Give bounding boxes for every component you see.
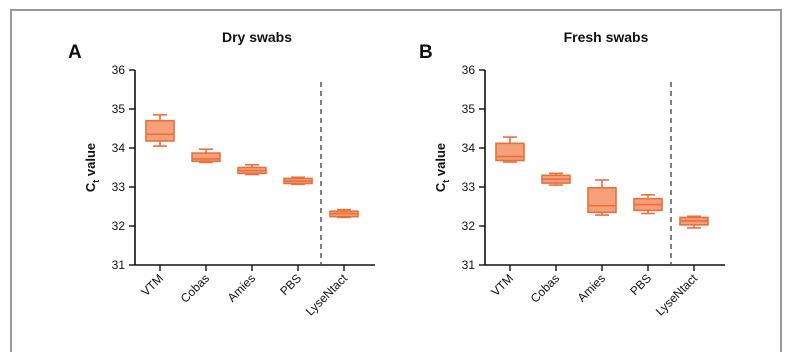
y-tick-label: 34: [462, 141, 476, 155]
box-pbs: [633, 194, 663, 215]
panel-letter: A: [68, 42, 82, 63]
chart-panel-a: A Dry swabs Ct value 31 32 33 34 35 36 VTM Cobas Am…: [68, 29, 375, 319]
y-axis-label-main: C: [433, 182, 448, 192]
box-lysentact: [329, 208, 359, 219]
x-tick-label: Amies: [575, 271, 608, 304]
box-vtm: [145, 114, 175, 147]
y-axis-label-sub: t: [441, 180, 451, 183]
y-axis-label: Ct value: [83, 143, 101, 192]
y-tick-label: 32: [112, 219, 126, 233]
box-body: [191, 152, 221, 163]
x-tick-label: LyseNtact: [653, 271, 701, 319]
chart-title: Fresh swabs: [564, 29, 649, 45]
panel-letter: B: [419, 42, 433, 63]
box-body: [587, 186, 617, 214]
box-vtm: [495, 136, 525, 163]
chart-panel-b: B Fresh swabs Ct value 31 32 33 34 35 36 VTM Cobas…: [419, 29, 725, 319]
y-axis-label-rest: value: [433, 143, 448, 180]
y-tick-label: 35: [462, 102, 476, 116]
y-tick-label: 36: [462, 63, 476, 77]
x-tick-label: Cobas: [528, 271, 562, 305]
x-tick-label: PBS: [277, 271, 304, 298]
y-tick-label: 32: [462, 219, 476, 233]
box-lysentact: [679, 215, 709, 229]
chart-title: Dry swabs: [222, 29, 292, 45]
y-tick-label: 33: [462, 180, 476, 194]
box-body: [145, 119, 175, 142]
y-axis-label-main: C: [83, 182, 98, 192]
x-tick-label: LyseNtact: [303, 271, 351, 319]
figure-frame: [10, 9, 782, 352]
y-axis-label-rest: value: [83, 143, 98, 180]
y-axis-label-sub: t: [91, 180, 101, 183]
x-tick-label: VTM: [138, 271, 166, 299]
box-amies: [237, 163, 267, 176]
y-tick-label: 31: [462, 258, 476, 272]
box-cobas: [541, 172, 571, 186]
box-pbs: [283, 176, 313, 186]
y-tick-label: 34: [112, 141, 126, 155]
box-amies: [587, 179, 617, 216]
x-tick-label: Amies: [225, 271, 258, 304]
x-tick-label: PBS: [627, 271, 654, 298]
x-tick-label: Cobas: [178, 271, 212, 305]
box-cobas: [191, 148, 221, 164]
x-tick-label: VTM: [488, 271, 516, 299]
box-body: [495, 142, 525, 162]
y-tick-label: 35: [112, 102, 126, 116]
y-tick-label: 36: [112, 63, 126, 77]
y-tick-label: 33: [112, 180, 126, 194]
y-axis-label: Ct value: [433, 143, 451, 192]
y-tick-label: 31: [112, 258, 126, 272]
